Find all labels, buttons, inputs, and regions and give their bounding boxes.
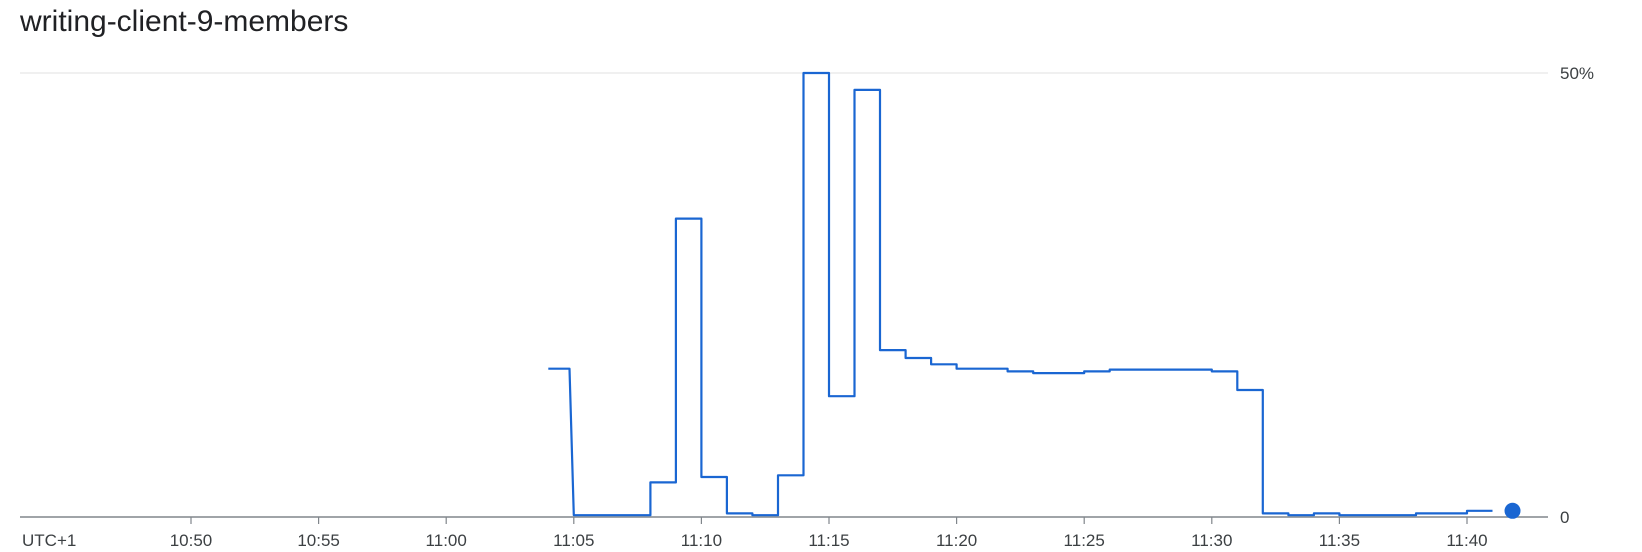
x-tick-label: 11:25 (1064, 531, 1105, 550)
x-tick-label: 10:50 (170, 531, 213, 550)
chart-title: writing-client-9-members (20, 5, 349, 38)
timezone-label: UTC+1 (22, 531, 76, 550)
series-line (548, 71, 1493, 517)
x-tick-label: 11:40 (1446, 531, 1487, 550)
x-tick-label: 11:10 (681, 531, 722, 550)
x-tick-label: 11:30 (1191, 531, 1232, 550)
x-tick-label: 11:20 (936, 531, 977, 550)
x-tick-label: 11:15 (808, 531, 849, 550)
last-point-marker (1504, 502, 1521, 519)
x-axis (20, 516, 1548, 524)
series-layer (548, 71, 1521, 519)
x-tick-label: 11:35 (1319, 531, 1360, 550)
x-tick-label: 10:55 (297, 531, 340, 550)
tick-labels: 50% 0 UTC+1 10:50 10:55 11:00 11:05 11:10 11:15 1… (22, 64, 1594, 550)
x-tick-label: 11:00 (426, 531, 467, 550)
y-tick-label: 0 (1560, 508, 1569, 527)
x-tick-label: 11:05 (553, 531, 594, 550)
y-tick-label: 50% (1560, 64, 1594, 83)
